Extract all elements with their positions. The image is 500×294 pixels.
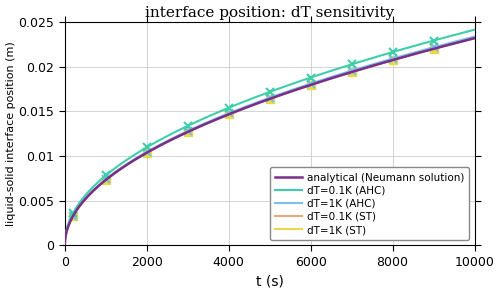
dT=1K (AHC) <box>250 102 256 106</box>
analytical (Neumann solution) <box>261 99 267 103</box>
dT=0.1K (AHC) <box>250 96 256 100</box>
analytical (Neumann solution) <box>82 197 88 201</box>
Legend: analytical (Neumann solution), dT=0.1K (AHC), dT=1K (AHC), dT=0.1K (ST), dT=1K (: analytical (Neumann solution), dT=0.1K (… <box>270 167 469 240</box>
dT=0.1K (AHC) <box>472 28 478 31</box>
Line: dT=0.1K (AHC): dT=0.1K (AHC) <box>65 30 474 243</box>
dT=0.1K (ST) <box>261 99 267 103</box>
dT=1K (AHC) <box>460 38 466 41</box>
dT=0.1K (AHC) <box>384 52 390 55</box>
analytical (Neumann solution) <box>460 39 466 43</box>
analytical (Neumann solution) <box>250 103 256 107</box>
dT=0.1K (ST) <box>250 103 256 107</box>
analytical (Neumann solution) <box>62 242 68 246</box>
dT=0.1K (ST) <box>62 242 68 246</box>
Line: dT=1K (AHC): dT=1K (AHC) <box>65 36 474 244</box>
dT=1K (ST) <box>62 242 68 246</box>
dT=1K (AHC) <box>62 242 68 246</box>
analytical (Neumann solution) <box>384 60 390 63</box>
dT=1K (AHC) <box>460 38 466 41</box>
Line: analytical (Neumann solution): analytical (Neumann solution) <box>65 38 474 244</box>
dT=0.1K (AHC) <box>261 92 267 96</box>
analytical (Neumann solution) <box>460 39 466 43</box>
dT=1K (ST) <box>384 60 390 64</box>
dT=1K (AHC) <box>82 196 88 200</box>
dT=0.1K (AHC) <box>460 31 466 35</box>
dT=1K (AHC) <box>384 58 390 62</box>
dT=0.1K (ST) <box>460 39 466 43</box>
dT=1K (ST) <box>250 103 256 107</box>
dT=1K (ST) <box>261 99 267 103</box>
dT=1K (ST) <box>460 40 466 43</box>
Title: interface position: dT sensitivity: interface position: dT sensitivity <box>145 6 394 20</box>
dT=1K (ST) <box>460 40 466 43</box>
dT=0.1K (AHC) <box>460 31 466 35</box>
Line: dT=0.1K (ST): dT=0.1K (ST) <box>65 38 474 244</box>
Line: dT=1K (ST): dT=1K (ST) <box>65 38 474 244</box>
dT=0.1K (ST) <box>82 197 88 201</box>
dT=0.1K (ST) <box>384 60 390 63</box>
X-axis label: t (s): t (s) <box>256 274 283 288</box>
dT=1K (ST) <box>472 36 478 40</box>
dT=0.1K (AHC) <box>62 242 68 245</box>
dT=1K (AHC) <box>261 98 267 101</box>
analytical (Neumann solution) <box>472 36 478 40</box>
dT=0.1K (ST) <box>472 36 478 40</box>
dT=0.1K (ST) <box>460 39 466 43</box>
dT=1K (AHC) <box>472 35 478 38</box>
dT=1K (ST) <box>82 197 88 201</box>
Y-axis label: liquid-solid interface position (m): liquid-solid interface position (m) <box>6 41 16 226</box>
dT=0.1K (AHC) <box>82 193 88 197</box>
